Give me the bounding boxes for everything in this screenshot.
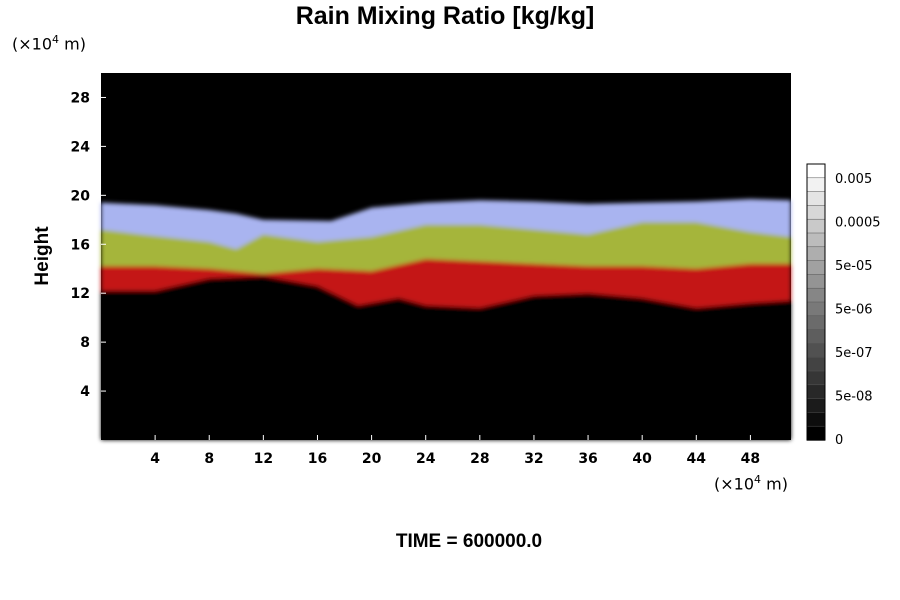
colorbar-swatch (806, 218, 826, 234)
y-ticks: 4 8 12 16 20 24 28 (71, 90, 106, 400)
y-unit-exponent: 4 (52, 33, 60, 46)
colorbar-swatch (806, 301, 826, 317)
x-tick-label: 20 (362, 451, 382, 467)
colorbar-label: 0.0005 (835, 216, 881, 231)
y-tick-label: 8 (80, 335, 90, 351)
chart-title: Rain Mixing Ratio [kg/kg] (295, 2, 595, 30)
y-tick-label: 28 (71, 90, 90, 106)
colorbar-swatch (806, 315, 826, 331)
colorbar-swatch (806, 329, 826, 345)
x-unit-exponent: 4 (754, 473, 762, 486)
colorbar-swatch (806, 425, 826, 441)
x-tick-label: 28 (470, 451, 489, 467)
colorbar-label: 0.005 (835, 172, 872, 187)
colorbar-label: 5e-07 (835, 346, 873, 361)
x-unit-prefix: (×10 (714, 474, 755, 494)
x-tick-label: 36 (578, 451, 597, 467)
cloud-bands (101, 199, 791, 440)
y-unit-prefix: (×10 (12, 34, 53, 54)
x-tick-label: 32 (524, 451, 543, 467)
x-tick-label: 8 (204, 451, 214, 467)
y-tick-label: 16 (71, 237, 90, 253)
colorbar-swatch (806, 343, 826, 358)
colorbar-swatch (806, 287, 826, 303)
colorbar-swatch (806, 384, 826, 400)
x-tick-label: 48 (741, 451, 760, 467)
x-tick-label: 24 (416, 451, 436, 467)
y-tick-label: 20 (71, 188, 91, 204)
colorbar-swatch (806, 398, 826, 414)
y-tick-label: 24 (71, 139, 91, 155)
x-tick-label: 4 (150, 451, 160, 467)
colorbar-swatch (806, 232, 826, 248)
colorbar-label: 5e-06 (835, 303, 873, 318)
colorbar-label: 5e-05 (835, 259, 873, 274)
colorbar-swatch (806, 412, 826, 427)
colorbar-swatch (806, 191, 826, 207)
colorbar-swatch (806, 274, 826, 289)
x-unit-suffix: m) (761, 474, 788, 494)
y-axis-unit: (×104 m) (12, 33, 86, 53)
x-axis-unit: (×104 m) (714, 473, 788, 493)
colorbar-swatch (806, 246, 826, 262)
colorbar-swatch (806, 356, 826, 372)
time-label: TIME = 600000.0 (395, 531, 543, 552)
colorbar: 0.005 0.0005 5e-05 5e-06 5e-07 5e-08 0 (806, 163, 881, 448)
colorbar-swatch (806, 177, 826, 193)
x-ticks: 4 8 12 16 20 24 28 32 36 40 44 48 (150, 435, 760, 467)
colorbar-label: 0 (835, 433, 843, 448)
colorbar-swatch (806, 260, 826, 276)
band-clear (101, 276, 791, 440)
colorbar-swatch (806, 205, 826, 220)
colorbar-frame (806, 163, 826, 441)
y-tick-label: 12 (71, 286, 90, 302)
colorbar-swatch (806, 370, 826, 386)
x-tick-label: 16 (308, 451, 327, 467)
y-tick-label: 4 (80, 384, 90, 400)
x-tick-label: 44 (687, 451, 707, 467)
y-unit-suffix: m) (59, 34, 86, 54)
colorbar-swatch (806, 163, 826, 179)
colorbar-label: 5e-08 (835, 390, 873, 405)
x-tick-label: 12 (254, 451, 273, 467)
x-tick-label: 40 (632, 451, 652, 467)
